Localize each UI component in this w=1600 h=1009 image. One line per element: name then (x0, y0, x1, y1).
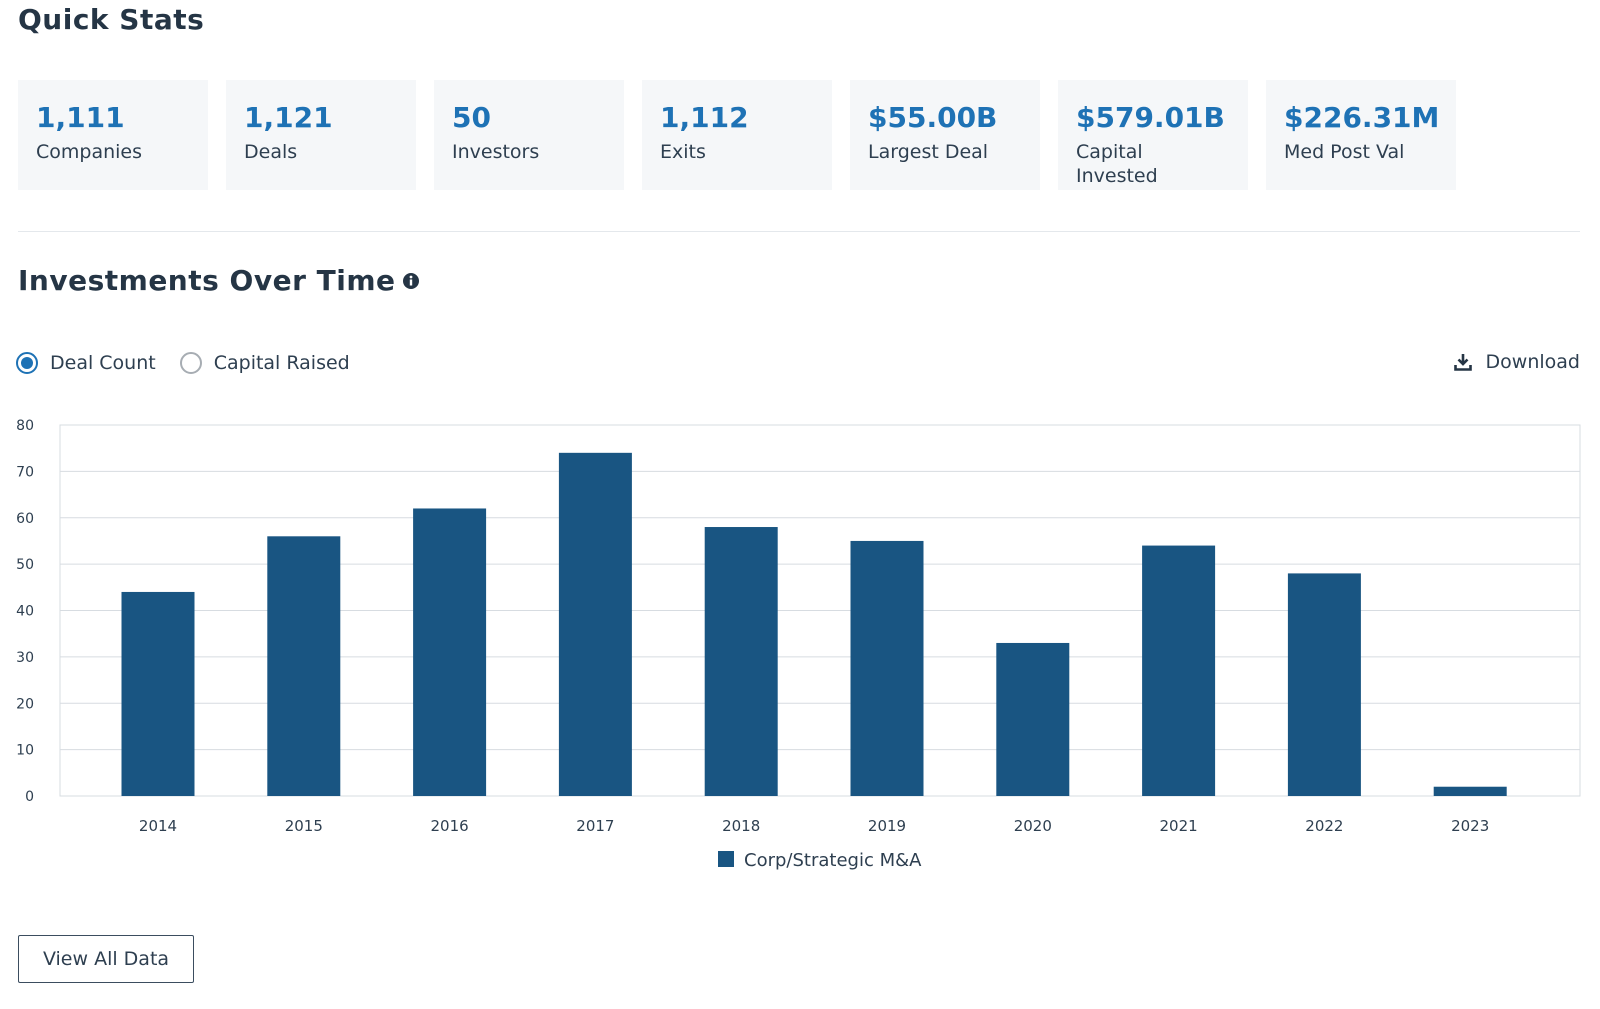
stat-label: Investors (452, 141, 540, 163)
x-tick-label: 2014 (139, 817, 177, 835)
bar (267, 536, 341, 796)
investments-chart: 0 10 20 30 40 50 60 70 80 2014 2015 2016 2017 2018 201… (16, 418, 1581, 871)
stats-row: 1,111 Companies 1,121 Deals 50 Investors… (18, 80, 1456, 190)
stat-label: Capital Invested (1076, 141, 1158, 187)
stat-card-largest-deal[interactable]: $55.00B Largest Deal (850, 80, 1040, 190)
y-tick-label: 30 (16, 650, 34, 666)
view-all-data-button[interactable]: View All Data (18, 935, 194, 983)
radio-selected-icon[interactable] (16, 352, 38, 374)
bar (413, 508, 487, 796)
y-tick-label: 80 (16, 418, 34, 434)
radio-unselected-icon[interactable] (179, 352, 202, 374)
bar (996, 642, 1070, 796)
x-tick-label: 2015 (285, 817, 323, 835)
x-tick-label: 2023 (1451, 817, 1489, 835)
stat-label: Med Post Val (1284, 141, 1405, 163)
bar (704, 527, 778, 796)
investments-title-text: Investments Over Time (18, 264, 396, 297)
stat-value: $226.31M (1284, 101, 1440, 134)
y-tick-label: 50 (16, 557, 34, 573)
x-tick-label: 2021 (1160, 817, 1198, 835)
stat-value: 1,111 (36, 101, 125, 134)
x-tick-label: 2019 (868, 817, 906, 835)
metric-toggle: Deal Count Capital Raised (16, 352, 374, 374)
stat-value: $579.01B (1076, 101, 1225, 134)
stat-card-deals[interactable]: 1,121 Deals (226, 80, 416, 190)
quick-stats-title: Quick Stats (18, 3, 205, 36)
y-tick-label: 60 (16, 511, 34, 527)
legend-swatch (718, 851, 734, 867)
x-tick-label: 2018 (722, 817, 760, 835)
bar (850, 540, 924, 796)
bar (1433, 786, 1507, 796)
info-icon[interactable] (402, 264, 420, 297)
stat-value: $55.00B (868, 101, 998, 134)
stat-label: Deals (244, 141, 298, 163)
radio-capital-raised[interactable]: Capital Raised (179, 352, 350, 374)
radio-deal-count[interactable]: Deal Count (16, 352, 156, 374)
stat-card-capital-invested[interactable]: $579.01B Capital Invested (1058, 80, 1248, 190)
stat-card-med-post-val[interactable]: $226.31M Med Post Val (1266, 80, 1456, 190)
bar (1142, 545, 1216, 796)
stat-value: 1,121 (244, 101, 333, 134)
download-icon (1453, 354, 1472, 371)
y-tick-label: 40 (16, 604, 34, 620)
stat-label: Exits (660, 141, 706, 163)
investments-title: Investments Over Time (18, 264, 420, 297)
y-tick-label: 0 (25, 789, 34, 805)
radio-label: Deal Count (50, 352, 156, 374)
y-tick-label: 10 (16, 743, 34, 759)
bar (558, 452, 632, 796)
stat-card-investors[interactable]: 50 Investors (434, 80, 624, 190)
download-button[interactable]: Download (1453, 351, 1580, 373)
stat-value: 50 (452, 101, 491, 134)
x-tick-label: 2020 (1014, 817, 1052, 835)
stat-label: Companies (36, 141, 143, 163)
y-tick-label: 20 (16, 696, 34, 712)
download-label: Download (1485, 351, 1580, 373)
radio-label: Capital Raised (213, 352, 350, 374)
x-tick-label: 2022 (1305, 817, 1343, 835)
stat-card-companies[interactable]: 1,111 Companies (18, 80, 208, 190)
y-tick-label: 70 (16, 464, 34, 480)
stat-value: 1,112 (660, 101, 749, 134)
bar (1287, 573, 1361, 796)
stat-card-exits[interactable]: 1,112 Exits (642, 80, 832, 190)
legend-label: Corp/Strategic M&A (744, 850, 922, 871)
bar (121, 591, 195, 796)
stat-label: Largest Deal (868, 141, 989, 163)
x-tick-label: 2016 (431, 817, 469, 835)
x-tick-label: 2017 (576, 817, 614, 835)
section-divider (18, 231, 1580, 232)
